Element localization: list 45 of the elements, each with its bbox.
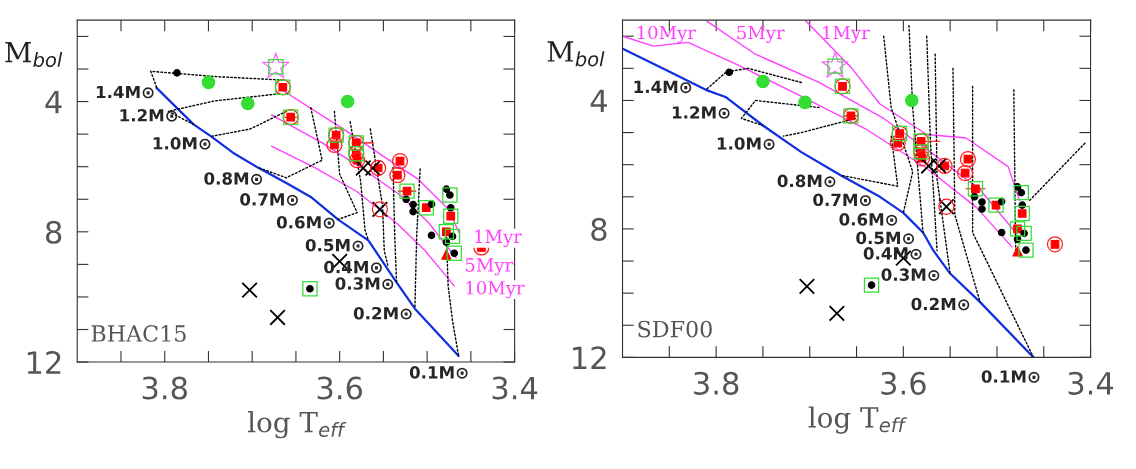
annotation: 0.3M⊙ [335, 277, 394, 290]
annotation: 0.3M⊙ [881, 268, 940, 281]
annotation: 5Myr [465, 258, 514, 276]
annotation: 1.0M⊙ [717, 137, 775, 150]
annotation: 0.2M⊙ [353, 306, 412, 320]
y-tick-label: 4 [45, 90, 62, 114]
annotation: 5Myr [737, 25, 785, 44]
x-tick-label: 3.8 [142, 376, 187, 400]
x-tick-label: 3.4 [492, 376, 538, 400]
x-axis-title: log T$_{eff}$ [808, 406, 907, 434]
annotation: 1.0M⊙ [153, 136, 211, 150]
annotation: 0.6M⊙ [839, 213, 898, 226]
annotation: 1.4M⊙ [96, 85, 154, 99]
annotation: 0.6M⊙ [276, 215, 335, 229]
text: 0.1M⊙ [409, 366, 468, 379]
y-tick-label: 8 [45, 220, 62, 244]
y-axis-title: M$_{bol}$ [5, 41, 63, 68]
annotation: 1Myr [475, 229, 522, 248]
annotation: 10Myr [466, 280, 525, 299]
annotation: 1.2M⊙ [672, 106, 730, 119]
y-axis-title: M$_{bol}$ [547, 41, 605, 67]
annotation: 1Myr [823, 25, 870, 44]
y-tick-label: 4 [590, 89, 607, 113]
x-axis-title: log T$_{eff}$ [247, 411, 347, 439]
x-tick-label: 3.6 [881, 371, 926, 395]
annotation: 0.4M⊙ [324, 260, 382, 274]
annotation: 1.4M⊙ [634, 80, 692, 94]
annotation: 0.7M⊙ [240, 193, 298, 206]
annotation: 0.5M⊙ [856, 231, 914, 245]
x-tick-label: 3.8 [694, 371, 739, 395]
annotation: 0.2M⊙ [911, 297, 970, 311]
annotation: 0.8M⊙ [777, 174, 836, 188]
y-tick-label: 12 [27, 351, 61, 374]
y-tick-label: 8 [591, 217, 607, 241]
y-tick-label: 12 [573, 346, 606, 369]
x-tick-label: 3.4 [1068, 371, 1114, 395]
annotation: BHAC15 [91, 325, 186, 342]
annotation: 0.5M⊙ [305, 238, 364, 252]
annotation: 0.7M⊙ [813, 193, 871, 207]
x-tick-label: 3.6 [317, 376, 363, 400]
annotation: SDF00 [638, 320, 712, 338]
annotation: 1.2M⊙ [120, 108, 178, 122]
text: 0.1M⊙ [981, 370, 1040, 383]
annotation: 0.8M⊙ [204, 172, 263, 185]
annotation: 10Myr [637, 25, 696, 44]
